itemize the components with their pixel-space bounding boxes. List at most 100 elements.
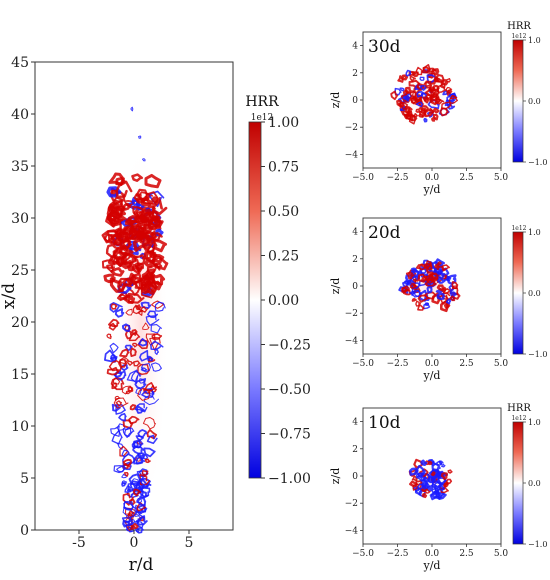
positive-hrr-structure (431, 117, 436, 122)
negative-hrr-structure (123, 500, 136, 511)
positive-hrr-structure (415, 66, 424, 76)
slice-y-axis-label: z/d (329, 278, 342, 295)
positive-hrr-structure (124, 329, 133, 340)
positive-hrr-structure (440, 472, 448, 481)
negative-hrr-structure (130, 106, 134, 112)
positive-hrr-structure (134, 262, 144, 274)
main-colorbar-tick-label: 0.25 (268, 249, 299, 265)
positive-hrr-structure (107, 214, 121, 225)
negative-hrr-structure (446, 93, 455, 102)
positive-hrr-structure (119, 445, 129, 457)
negative-hrr-structure (399, 87, 405, 92)
main-y-tick-label: 45 (11, 55, 29, 71)
slice-panel-30d: 30d −5.0 −2.5 0.0 2.5 5.0 4 2 0 −2 −4 y/d z/d HRR1e12… (329, 21, 547, 196)
negative-hrr-structure (129, 510, 145, 524)
positive-hrr-structure (441, 264, 450, 271)
negative-hrr-structure (121, 323, 131, 332)
negative-hrr-structure (125, 526, 132, 533)
negative-hrr-structure (420, 85, 427, 91)
negative-hrr-structure (137, 429, 148, 438)
slice-x-tick-label: 2.5 (459, 549, 474, 559)
slice-y-tick-label: −2 (345, 499, 358, 509)
slice-y-axis-label: z/d (329, 468, 342, 485)
positive-hrr-structure (428, 109, 435, 115)
positive-hrr-structure (417, 273, 428, 283)
slice-panel-label: 20d (368, 223, 401, 243)
positive-hrr-structure (427, 460, 433, 466)
main-y-tick-label: 5 (20, 471, 29, 487)
negative-hrr-structure (436, 277, 446, 284)
negative-hrr-structure (150, 362, 162, 372)
negative-hrr-structure (141, 388, 155, 398)
main-colorbar-tick-label: 1.00 (268, 115, 299, 131)
negative-hrr-structure (130, 369, 141, 384)
main-y-ticks: 0 5 10 15 20 25 30 35 40 45 (11, 55, 35, 539)
positive-hrr-structure (122, 458, 133, 467)
positive-hrr-structure (429, 271, 434, 277)
negative-hrr-structure (147, 355, 154, 362)
positive-hrr-structure (132, 488, 142, 497)
main-y-tick-label: 35 (11, 159, 29, 175)
slice-colorbar-tick-label: 1.0 (528, 36, 541, 45)
positive-hrr-structure (411, 297, 417, 302)
main-plot: -5 0 5 0 5 10 15 20 25 30 35 40 45 r/d x/d (0, 55, 234, 575)
positive-hrr-structure (409, 282, 417, 289)
positive-hrr-structure (435, 96, 442, 104)
positive-hrr-structure (106, 366, 120, 376)
negative-hrr-structure (409, 290, 416, 297)
negative-hrr-structure (136, 520, 144, 529)
positive-hrr-structure (421, 492, 428, 499)
slice-x-axis-label: y/d (423, 559, 441, 572)
negative-hrr-structure (114, 308, 125, 318)
slice-colorbar-title: HRR (507, 21, 531, 32)
negative-hrr-structure (135, 528, 141, 533)
main-y-tick-label: 0 (20, 523, 29, 539)
negative-hrr-structure (134, 378, 147, 390)
positive-hrr-structure (106, 333, 112, 340)
negative-hrr-structure (416, 90, 426, 98)
positive-hrr-structure (109, 200, 125, 218)
positive-hrr-structure (424, 488, 431, 494)
negative-hrr-structure (419, 76, 425, 81)
positive-hrr-structure (404, 86, 412, 94)
negative-hrr-structure (118, 412, 127, 422)
negative-hrr-structure (147, 310, 158, 319)
slice-hrr-field (408, 458, 453, 501)
positive-hrr-structure (146, 275, 155, 284)
negative-hrr-structure (426, 484, 434, 492)
positive-hrr-structure (137, 310, 143, 316)
positive-hrr-structure (412, 278, 417, 284)
positive-hrr-structure (418, 113, 424, 118)
slice-hrr-field (398, 258, 461, 313)
positive-hrr-structure (413, 112, 419, 118)
positive-hrr-structure (142, 322, 150, 331)
negative-hrr-structure (128, 473, 143, 485)
negative-hrr-structure (124, 344, 133, 352)
main-y-tick-label: 15 (11, 367, 29, 383)
negative-hrr-structure (121, 473, 128, 479)
negative-hrr-structure (424, 302, 429, 307)
negative-hrr-structure (135, 527, 144, 534)
positive-hrr-structure (137, 339, 149, 350)
negative-hrr-structure (448, 92, 457, 102)
positive-hrr-structure (401, 287, 409, 293)
negative-hrr-structure (431, 480, 444, 490)
slice-y-axis-label: z/d (329, 92, 342, 109)
slice-x-tick-label: −2.5 (387, 549, 409, 559)
slice-x-tick-label: 5.0 (494, 359, 509, 369)
positive-hrr-structure (133, 193, 142, 202)
positive-hrr-structure (423, 108, 435, 118)
positive-hrr-structure (101, 229, 121, 244)
positive-hrr-structure (449, 295, 456, 302)
main-x-ticks: -5 0 5 (72, 530, 193, 551)
main-colorbar: HRR 1e12 1.00 0.75 0.50 0.25 0.00 −0.25 −0.50 −… (245, 94, 311, 487)
positive-hrr-structure (144, 173, 162, 189)
negative-hrr-structure (135, 435, 144, 441)
positive-hrr-structure (131, 523, 139, 530)
positive-hrr-structure (425, 81, 431, 88)
positive-hrr-structure (451, 281, 459, 290)
main-colorbar-ticks: 1.00 0.75 0.50 0.25 0.00 −0.25 −0.50 −0.75 −1.00 (261, 115, 311, 487)
main-colorbar-tick-label: 0.00 (268, 293, 299, 309)
slice-colorbar-tick-label: 1.0 (528, 418, 541, 427)
